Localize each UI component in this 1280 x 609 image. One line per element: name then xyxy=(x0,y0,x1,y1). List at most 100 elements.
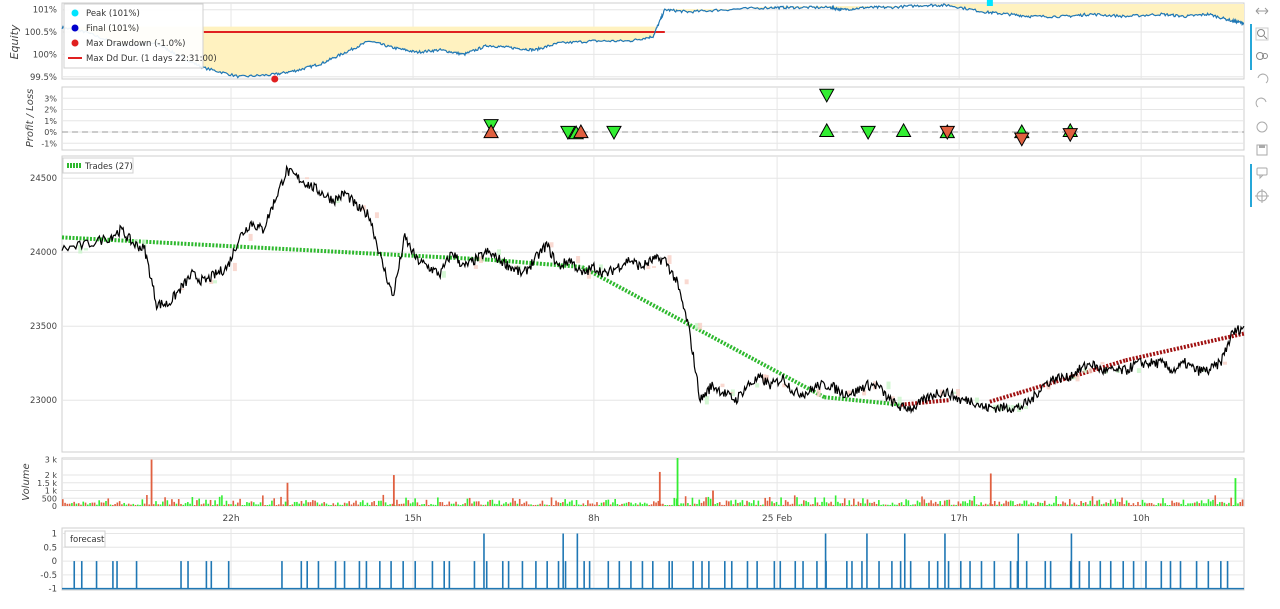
volume-bar xyxy=(932,503,935,506)
candle-body xyxy=(78,244,83,254)
volume-bar xyxy=(550,497,553,506)
volume-bar xyxy=(123,502,125,506)
volume-bar xyxy=(1034,504,1037,506)
volume-bar xyxy=(673,497,676,506)
y-tick-label: 0% xyxy=(44,128,57,137)
volume-bar xyxy=(1209,501,1212,506)
candle-body xyxy=(1010,405,1015,411)
volume-bar xyxy=(296,501,298,506)
volume-spike xyxy=(1234,478,1237,506)
volume-bar xyxy=(1005,500,1007,506)
volume-bar xyxy=(1189,503,1192,506)
box-zoom-icon[interactable] xyxy=(1252,24,1272,44)
volume-bar xyxy=(1191,503,1194,506)
volume-bar xyxy=(687,503,689,506)
volume-bar xyxy=(468,497,471,506)
volume-bar xyxy=(655,502,657,506)
volume-bar xyxy=(582,503,585,506)
volume-bar xyxy=(975,504,978,506)
crosshair-icon[interactable] xyxy=(1252,186,1272,206)
volume-bar xyxy=(759,505,762,506)
volume-bar xyxy=(598,504,601,506)
volume-bar xyxy=(573,504,576,506)
hover-icon[interactable] xyxy=(1252,163,1272,183)
volume-bar xyxy=(491,499,494,506)
volume-bar xyxy=(653,501,655,506)
volume-bar xyxy=(848,500,851,506)
volume-bar xyxy=(252,502,255,506)
volume-bar xyxy=(241,505,244,506)
legend-peak: Peak (101%) xyxy=(86,9,140,19)
volume-bar xyxy=(1050,504,1053,506)
volume-bar xyxy=(173,501,175,506)
volume-bar xyxy=(612,502,614,506)
volume-bar xyxy=(259,502,262,506)
volume-bar xyxy=(146,494,148,506)
volume-bar xyxy=(1043,500,1046,506)
volume-bar xyxy=(518,498,521,506)
profit-loss-panel[interactable] xyxy=(61,86,1245,151)
volume-bar xyxy=(1109,499,1112,506)
reset-icon[interactable] xyxy=(1252,117,1272,137)
volume-bar xyxy=(941,504,944,506)
volume-bar xyxy=(630,502,632,506)
volume-bar xyxy=(480,504,482,506)
volume-bar xyxy=(698,499,701,506)
volume-bar xyxy=(707,496,710,506)
volume-bar xyxy=(500,504,503,506)
volume-bar xyxy=(1009,500,1012,506)
volume-panel[interactable] xyxy=(61,457,1245,507)
volume-bar xyxy=(891,502,894,506)
volume-bar xyxy=(307,502,310,506)
volume-bar xyxy=(246,502,248,506)
volume-bar xyxy=(1016,504,1019,506)
volume-bar xyxy=(1021,503,1023,506)
volume-bar xyxy=(355,500,357,506)
volume-bar xyxy=(887,504,889,506)
volume-bar xyxy=(96,504,98,506)
volume-bar xyxy=(1148,502,1151,506)
volume-bar xyxy=(964,501,967,506)
undo-icon[interactable] xyxy=(1252,70,1272,90)
volume-bar xyxy=(814,497,816,506)
legend-final: Final (101%) xyxy=(86,24,139,34)
volume-bar xyxy=(878,500,880,506)
volume-bar xyxy=(68,503,71,506)
volume-bar xyxy=(1087,504,1089,506)
volume-spike xyxy=(286,482,289,506)
wheel-zoom-icon[interactable] xyxy=(1252,47,1272,67)
x-tick-label: 8h xyxy=(588,514,599,524)
volume-bar xyxy=(562,502,564,506)
y-tick-label: -1 xyxy=(49,585,57,595)
redo-icon[interactable] xyxy=(1252,94,1272,114)
volume-bar xyxy=(773,503,776,506)
volume-bar xyxy=(889,504,891,506)
volume-bar xyxy=(896,504,898,506)
volume-bar xyxy=(368,504,371,506)
trade-pl-marker xyxy=(818,122,835,137)
volume-bar xyxy=(489,499,491,506)
volume-bar xyxy=(209,499,212,506)
pan-icon[interactable] xyxy=(1252,1,1272,21)
y-tick-label: 500 xyxy=(42,494,57,503)
volume-bar xyxy=(905,499,907,506)
volume-bar xyxy=(300,500,303,506)
y-tick-label: 1 k xyxy=(45,487,58,496)
volume-bar xyxy=(264,505,266,506)
volume-bar xyxy=(223,504,225,506)
volume-bar xyxy=(100,502,103,506)
volume-bar xyxy=(464,503,466,506)
volume-bar xyxy=(1091,496,1094,506)
volume-bar xyxy=(202,503,205,506)
save-icon[interactable] xyxy=(1252,140,1272,160)
plot-toolbar xyxy=(1250,1,1272,207)
volume-bar xyxy=(430,503,432,506)
candle-body xyxy=(586,270,591,279)
ohlc-panel[interactable] xyxy=(61,155,1245,453)
volume-bar xyxy=(791,503,794,506)
candle-body xyxy=(782,383,787,388)
candle-body xyxy=(816,388,821,397)
volume-bar xyxy=(443,505,446,506)
volume-bar xyxy=(180,503,182,506)
